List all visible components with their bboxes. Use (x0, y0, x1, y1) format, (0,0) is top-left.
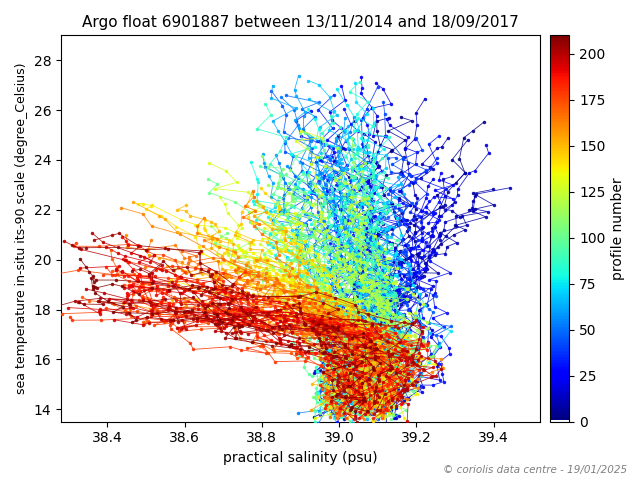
Text: © coriolis data centre - 19/01/2025: © coriolis data centre - 19/01/2025 (443, 465, 627, 475)
Y-axis label: profile number: profile number (611, 177, 625, 280)
Y-axis label: sea temperature in-situ its-90 scale (degree_Celsius): sea temperature in-situ its-90 scale (de… (15, 63, 28, 394)
Title: Argo float 6901887 between 13/11/2014 and 18/09/2017: Argo float 6901887 between 13/11/2014 an… (82, 15, 519, 30)
X-axis label: practical salinity (psu): practical salinity (psu) (223, 451, 378, 465)
